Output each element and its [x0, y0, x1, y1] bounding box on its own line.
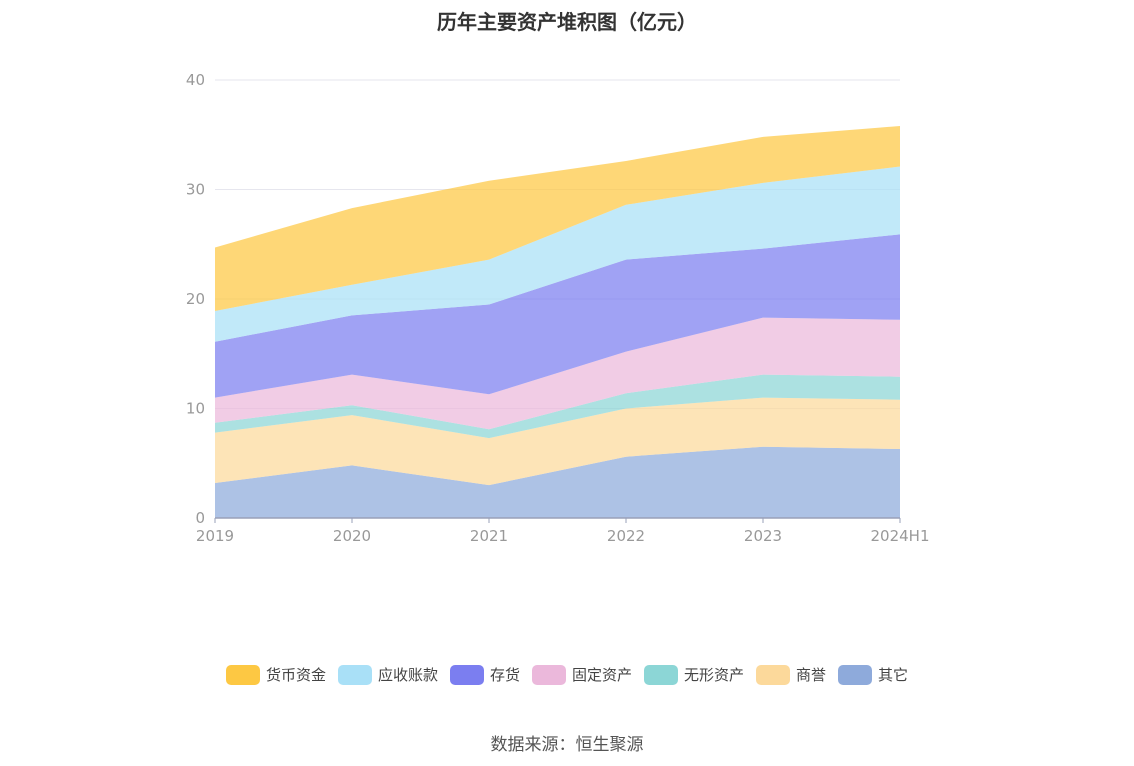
area-series-无形资产[interactable] — [215, 374, 900, 439]
y-tick-label: 40 — [186, 71, 205, 89]
stacked-area-chart: 0 10 20 30 40 2019 2020 2021 2022 2023 2024H1 — [186, 71, 930, 545]
x-tick-label: 2019 — [196, 527, 234, 545]
area-series-其它[interactable] — [215, 446, 900, 518]
legend-item[interactable]: 货币资金 — [225, 664, 326, 685]
y-tick-label: 10 — [186, 400, 205, 418]
legend-item[interactable]: 其它 — [838, 664, 908, 685]
chart-title: 历年主要资产堆积图（亿元） — [437, 10, 697, 34]
legend-label: 商誉 — [796, 666, 827, 684]
legend-item[interactable]: 固定资产 — [531, 664, 632, 685]
legend-item[interactable]: 无形资产 — [644, 664, 744, 685]
legend-label: 存货 — [489, 666, 520, 684]
legend-label: 应收账款 — [377, 666, 438, 684]
legend-item[interactable]: 应收账款 — [337, 664, 438, 685]
x-tick-label: 2022 — [607, 527, 645, 545]
y-tick-label: 30 — [186, 181, 205, 199]
legend-swatch — [337, 664, 372, 685]
axes: 0 10 20 30 40 2019 2020 2021 2022 2023 2024H1 — [186, 71, 930, 545]
area-series-商誉[interactable] — [215, 397, 900, 486]
legend-swatch — [531, 664, 566, 685]
legend-swatch — [225, 664, 260, 685]
x-tick-label: 2021 — [470, 527, 508, 545]
x-tick-label: 2023 — [744, 527, 782, 545]
legend-item[interactable]: 商誉 — [756, 664, 826, 685]
area-series-货币资金[interactable] — [215, 126, 900, 311]
y-tick-label: 0 — [195, 509, 205, 527]
area-series-固定资产[interactable] — [215, 317, 900, 430]
legend-label: 其它 — [878, 666, 909, 684]
legend-swatch — [756, 664, 791, 685]
legend-item[interactable]: 存货 — [449, 664, 520, 685]
x-tick-label: 2024H1 — [871, 527, 930, 545]
legend-swatch — [838, 664, 873, 685]
legend-swatch — [644, 664, 678, 685]
y-tick-label: 20 — [186, 290, 205, 308]
x-tick-label: 2020 — [333, 527, 371, 545]
legend: 货币资金 应收账款 存货 固定资产 无形资产 商誉 其它 — [0, 664, 1134, 685]
area-series — [215, 126, 900, 518]
data-source: 数据来源：恒生聚源 — [490, 735, 644, 755]
legend-label: 货币资金 — [265, 666, 326, 684]
legend-swatch — [449, 664, 484, 685]
area-series-应收账款[interactable] — [215, 166, 900, 342]
area-series-存货[interactable] — [215, 234, 900, 398]
legend-label: 固定资产 — [571, 666, 632, 684]
legend-label: 无形资产 — [684, 666, 745, 684]
